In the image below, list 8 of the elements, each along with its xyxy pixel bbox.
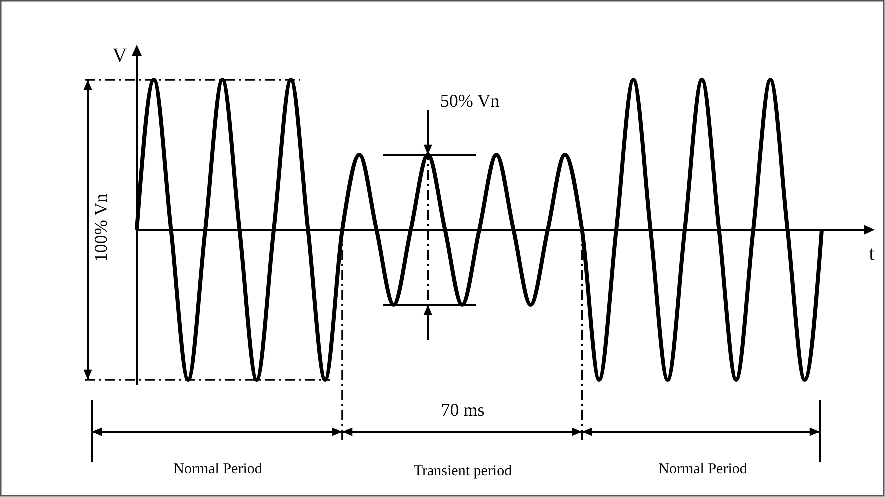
y-axis-title: V bbox=[112, 45, 128, 67]
text: Transient period bbox=[414, 463, 513, 480]
text: Normal Period bbox=[174, 461, 263, 478]
annotation: 50% Vn bbox=[440, 91, 500, 112]
text: 70 ms bbox=[441, 400, 485, 420]
text: 100% Vn bbox=[91, 194, 112, 262]
text: Normal Period bbox=[658, 461, 748, 478]
x-axis-title: t bbox=[869, 243, 876, 265]
